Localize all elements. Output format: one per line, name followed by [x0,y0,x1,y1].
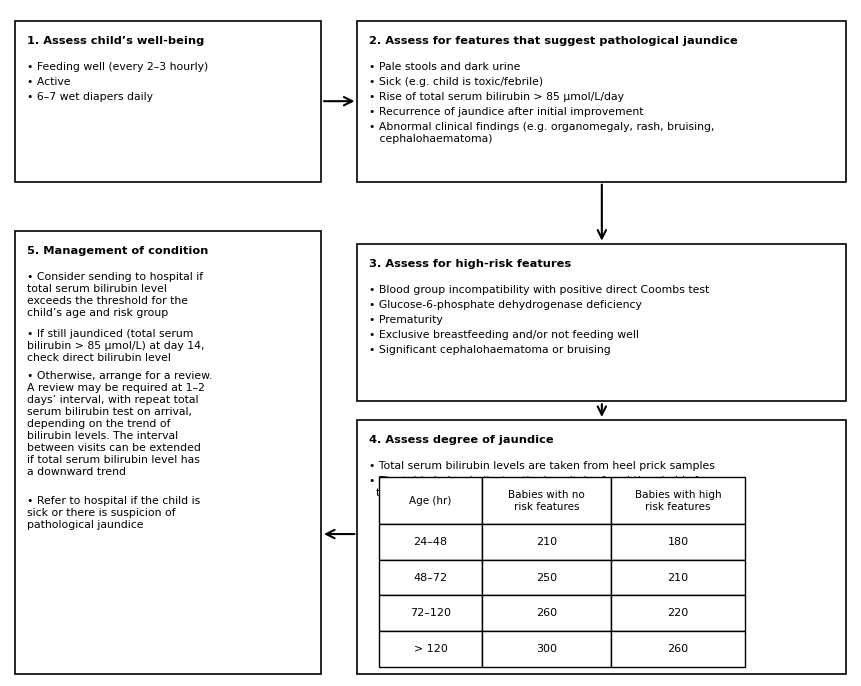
Bar [611,477,745,524]
Text: • Recurrence of jaundice after initial improvement: • Recurrence of jaundice after initial i… [369,107,643,117]
Text: • Exclusive breastfeeding and/or not feeding well: • Exclusive breastfeeding and/or not fee… [369,330,638,340]
Text: • Glucose-6-phosphate dehydrogenase deficiency: • Glucose-6-phosphate dehydrogenase defi… [369,300,641,310]
Text: 2. Assess for features that suggest pathological jaundice: 2. Assess for features that suggest path… [369,36,737,46]
Text: • Sick (e.g. child is toxic/febrile): • Sick (e.g. child is toxic/febrile) [369,77,542,87]
Text: • The table below indicates the hospital referral thresholds for
  total serum b: • The table below indicates the hospital… [369,476,709,498]
Text: 72–120: 72–120 [410,608,451,618]
Text: 180: 180 [667,537,689,547]
Bar [379,524,482,560]
Text: • 6–7 wet diapers daily: • 6–7 wet diapers daily [27,92,152,102]
Bar [482,631,611,667]
Text: • Otherwise, arrange for a review.
A review may be required at 1–2
days’ interva: • Otherwise, arrange for a review. A rev… [27,371,212,477]
Bar [379,631,482,667]
Text: • Blood group incompatibility with positive direct Coombs test: • Blood group incompatibility with posit… [369,285,709,295]
Text: • Abnormal clinical findings (e.g. organomegaly, rash, bruising,
   cephalohaema: • Abnormal clinical findings (e.g. organ… [369,122,714,144]
Bar [611,631,745,667]
FancyBboxPatch shape [15,231,321,674]
Text: 250: 250 [536,573,557,582]
Bar [482,477,611,524]
Text: • Total serum bilirubin levels are taken from heel prick samples: • Total serum bilirubin levels are taken… [369,461,715,471]
Text: 220: 220 [667,608,689,618]
Text: • Consider sending to hospital if
total serum bilirubin level
exceeds the thresh: • Consider sending to hospital if total … [27,272,203,318]
Bar [379,560,482,595]
Text: Age (hr): Age (hr) [409,496,452,506]
Bar [482,560,611,595]
Text: 300: 300 [536,644,557,654]
Text: • Feeding well (every 2–3 hourly): • Feeding well (every 2–3 hourly) [27,62,208,72]
Bar [379,595,482,631]
FancyBboxPatch shape [357,21,846,182]
Text: • Active: • Active [27,77,71,87]
FancyBboxPatch shape [357,420,846,674]
Bar [482,524,611,560]
Text: • Pale stools and dark urine: • Pale stools and dark urine [369,62,520,72]
Text: • Refer to hospital if the child is
sick or there is suspicion of
pathological j: • Refer to hospital if the child is sick… [27,496,200,530]
Bar [482,595,611,631]
Text: Babies with high
risk features: Babies with high risk features [635,490,722,512]
FancyBboxPatch shape [357,244,846,401]
Text: 5. Management of condition: 5. Management of condition [27,246,208,257]
Text: • If still jaundiced (total serum
bilirubin > 85 μmol/L) at day 14,
check direct: • If still jaundiced (total serum biliru… [27,329,204,363]
Bar [611,595,745,631]
Text: 3. Assess for high-risk features: 3. Assess for high-risk features [369,259,571,269]
Text: > 120: > 120 [413,644,448,654]
Bar [611,560,745,595]
Text: 4. Assess degree of jaundice: 4. Assess degree of jaundice [369,435,553,445]
Bar [611,524,745,560]
Text: 210: 210 [667,573,689,582]
Bar [379,477,482,524]
Text: 210: 210 [536,537,557,547]
Text: • Rise of total serum bilirubin > 85 μmol/L/day: • Rise of total serum bilirubin > 85 μmo… [369,92,623,102]
Text: 1. Assess child’s well-being: 1. Assess child’s well-being [27,36,204,46]
FancyBboxPatch shape [15,21,321,182]
Text: • Prematurity: • Prematurity [369,315,443,325]
Text: 48–72: 48–72 [413,573,448,582]
Text: • Significant cephalohaematoma or bruising: • Significant cephalohaematoma or bruisi… [369,345,610,355]
Text: 24–48: 24–48 [413,537,448,547]
Text: 260: 260 [536,608,557,618]
Text: Babies with no
risk features: Babies with no risk features [508,490,585,512]
Text: 260: 260 [667,644,689,654]
